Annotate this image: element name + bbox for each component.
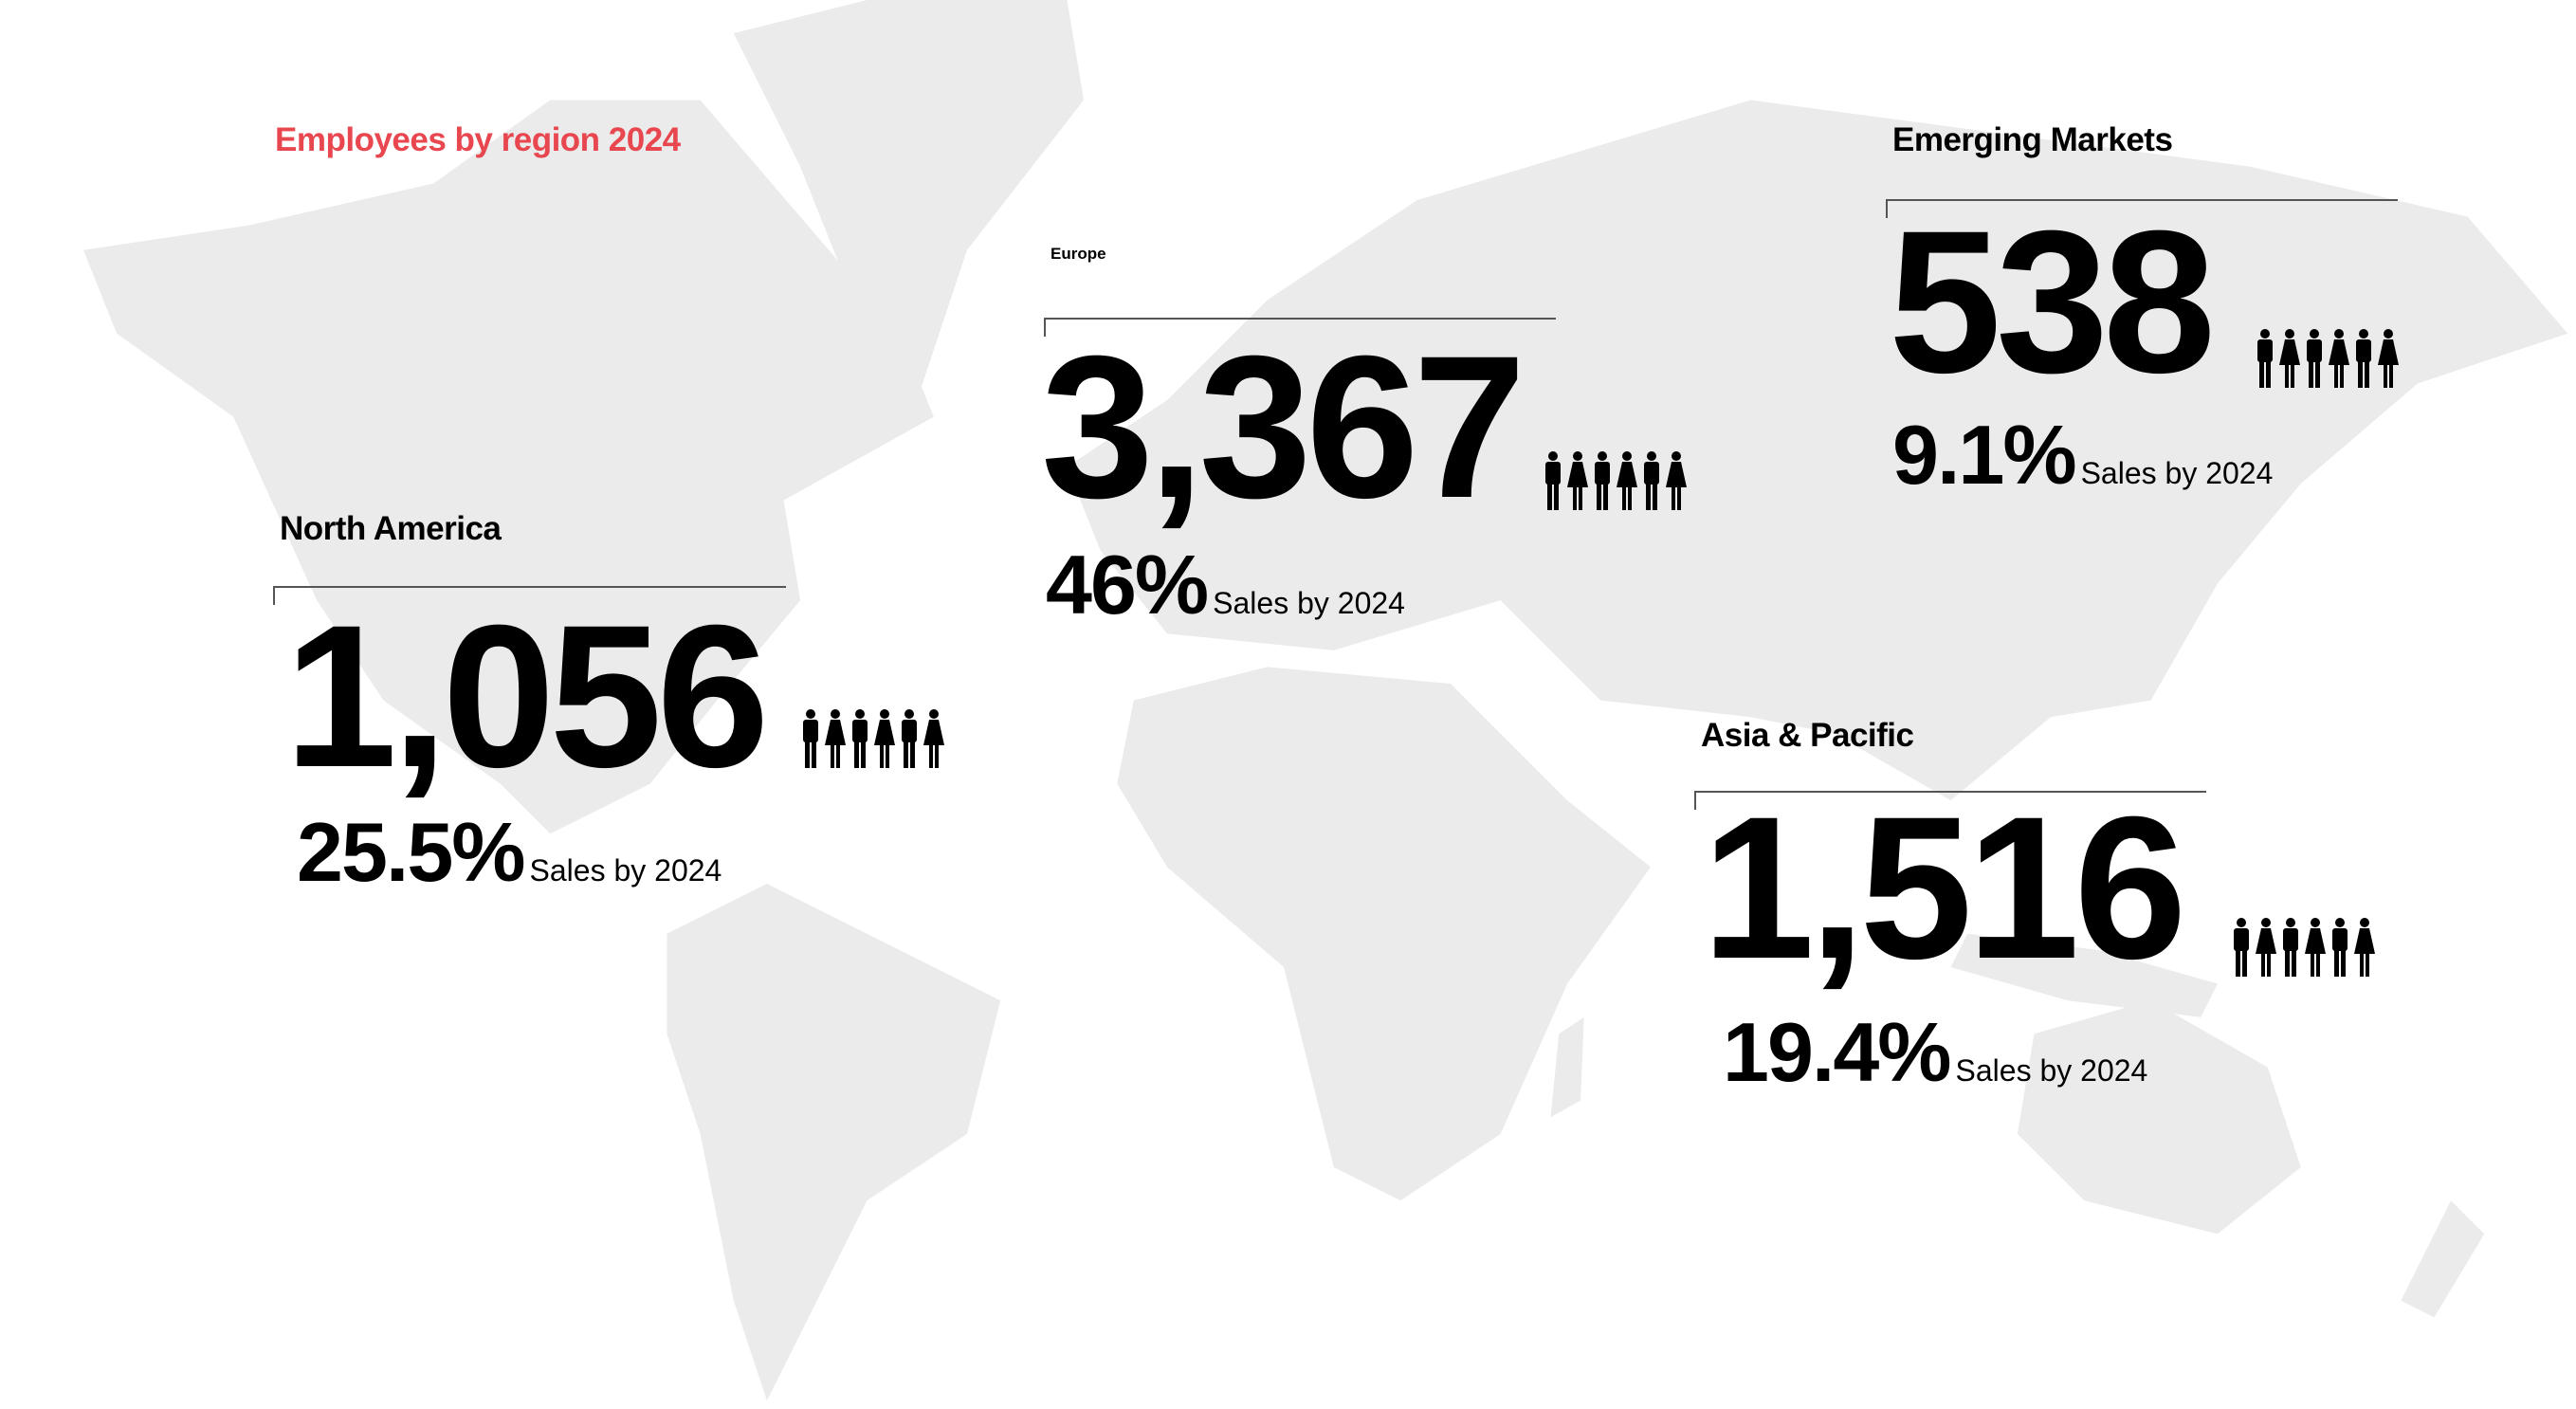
people-icons: [1543, 451, 1687, 515]
people-icons: [2255, 329, 2399, 393]
man-icon: [2353, 329, 2374, 393]
sales-label: Sales by 2024: [529, 853, 722, 887]
north-america-shape: [82, 100, 934, 834]
woman-icon: [1666, 451, 1687, 515]
sales-value: 46%: [1046, 538, 1209, 631]
man-icon: [1592, 451, 1613, 515]
divider: [1694, 791, 2206, 810]
man-icon: [2255, 329, 2275, 393]
africa-shape: [1117, 667, 1651, 1201]
woman-icon: [874, 709, 895, 773]
woman-icon: [825, 709, 846, 773]
woman-icon: [2305, 918, 2326, 981]
sales-percentage: 46% Sales by 2024: [1046, 543, 1405, 627]
eurasia-shape: [1067, 100, 2568, 801]
people-icons: [2231, 918, 2375, 981]
man-icon: [2280, 918, 2301, 981]
sales-percentage: 25.5% Sales by 2024: [297, 811, 722, 894]
man-icon: [850, 709, 870, 773]
region-label: North America: [280, 510, 502, 547]
sales-value: 9.1%: [1892, 408, 2077, 502]
woman-icon: [2279, 329, 2300, 393]
south-america-shape: [667, 884, 1001, 1401]
employee-count: 1,056: [284, 583, 770, 810]
man-icon: [899, 709, 920, 773]
region-label: Emerging Markets: [1892, 121, 2173, 158]
woman-icon: [1567, 451, 1588, 515]
woman-icon: [2354, 918, 2375, 981]
australia-shape: [2017, 1000, 2301, 1235]
man-icon: [1543, 451, 1563, 515]
divider: [1886, 199, 2398, 218]
sales-percentage: 19.4% Sales by 2024: [1723, 1011, 2147, 1094]
woman-icon: [2256, 918, 2276, 981]
woman-icon: [2378, 329, 2399, 393]
man-icon: [2231, 918, 2252, 981]
employee-count: 3,367: [1041, 314, 1526, 540]
people-icons: [800, 709, 944, 773]
man-icon: [2304, 329, 2325, 393]
sales-value: 19.4%: [1723, 1005, 1952, 1099]
region-label: Europe: [1050, 245, 1106, 263]
sales-label: Sales by 2024: [1955, 1053, 2148, 1088]
new-zealand-shape: [2401, 1200, 2485, 1318]
madagascar-shape: [1550, 1016, 1584, 1118]
man-icon: [2329, 918, 2350, 981]
indonesia-shape: [1950, 933, 2218, 1017]
sales-label: Sales by 2024: [1213, 586, 1405, 620]
woman-icon: [2329, 329, 2349, 393]
divider: [273, 586, 786, 605]
page-title: Employees by region 2024: [275, 121, 681, 158]
sales-percentage: 9.1% Sales by 2024: [1892, 413, 2273, 497]
greenland-shape: [733, 0, 1085, 401]
employee-count: 1,516: [1702, 775, 2187, 1001]
woman-icon: [1617, 451, 1637, 515]
man-icon: [1641, 451, 1662, 515]
woman-icon: [923, 709, 944, 773]
employee-count: 538: [1889, 189, 2216, 415]
region-label: Asia & Pacific: [1701, 717, 1914, 754]
divider: [1044, 318, 1556, 337]
sales-value: 25.5%: [297, 805, 526, 899]
man-icon: [800, 709, 821, 773]
sales-label: Sales by 2024: [2080, 456, 2274, 490]
